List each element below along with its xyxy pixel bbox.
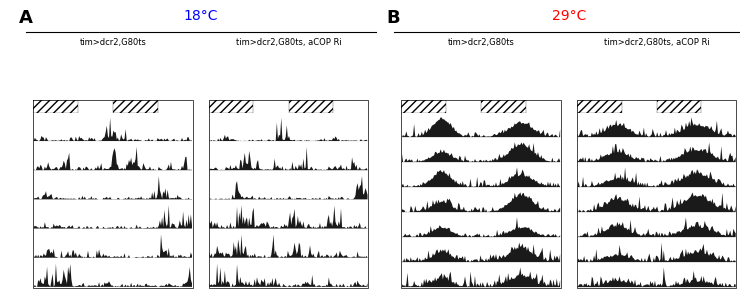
- Bar: [481, 100, 525, 113]
- Bar: [401, 100, 446, 113]
- Text: tim>dcr2,G80ts, aCOP Ri: tim>dcr2,G80ts, aCOP Ri: [235, 38, 341, 47]
- Bar: [113, 100, 158, 113]
- Text: tim>dcr2,G80ts: tim>dcr2,G80ts: [79, 38, 147, 47]
- Bar: [209, 100, 254, 113]
- Text: 29°C: 29°C: [552, 9, 586, 23]
- Text: A: A: [18, 9, 33, 27]
- Text: B: B: [386, 9, 400, 27]
- Bar: [577, 100, 622, 113]
- Bar: [33, 100, 78, 113]
- Text: tim>dcr2,G80ts, aCOP Ri: tim>dcr2,G80ts, aCOP Ri: [604, 38, 710, 47]
- Bar: [656, 100, 702, 113]
- Text: 18°C: 18°C: [184, 9, 218, 23]
- Text: tim>dcr2,G80ts: tim>dcr2,G80ts: [448, 38, 514, 47]
- Bar: [289, 100, 333, 113]
